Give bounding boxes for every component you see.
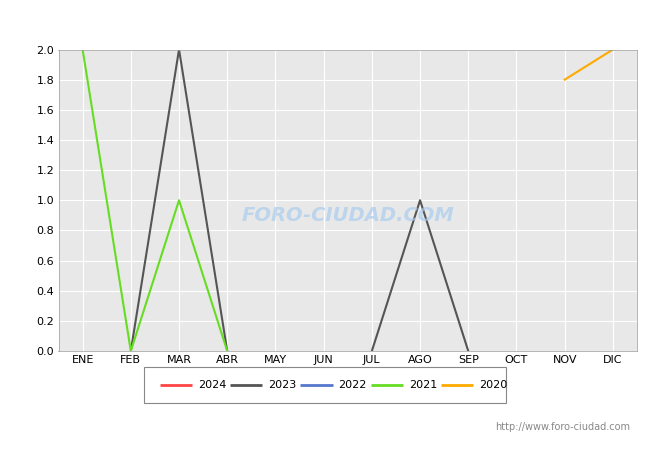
Line: 2023: 2023 — [372, 200, 468, 351]
Text: 2023: 2023 — [268, 380, 296, 390]
FancyBboxPatch shape — [144, 367, 506, 403]
2021 — [127, 348, 135, 354]
Text: 2020: 2020 — [479, 380, 507, 390]
2023 — [224, 348, 231, 354]
Line: 2020: 2020 — [565, 50, 613, 80]
Text: 2021: 2021 — [409, 380, 437, 390]
2020 — [609, 47, 617, 52]
2023 — [175, 47, 183, 52]
Text: FORO-CIUDAD.COM: FORO-CIUDAD.COM — [241, 206, 454, 225]
Line: 2023: 2023 — [131, 50, 228, 351]
Text: Matriculaciones de Vehiculos en Sediles: Matriculaciones de Vehiculos en Sediles — [159, 8, 491, 26]
2021 — [224, 348, 231, 354]
2023 — [464, 348, 472, 354]
2023 — [127, 348, 135, 354]
Text: http://www.foro-ciudad.com: http://www.foro-ciudad.com — [495, 422, 630, 432]
2023 — [416, 198, 424, 203]
Text: 2022: 2022 — [339, 380, 367, 390]
2020 — [561, 77, 569, 82]
Line: 2021: 2021 — [83, 50, 228, 351]
Text: 2024: 2024 — [198, 380, 226, 390]
2021 — [175, 198, 183, 203]
2023 — [368, 348, 376, 354]
2021 — [79, 47, 86, 52]
